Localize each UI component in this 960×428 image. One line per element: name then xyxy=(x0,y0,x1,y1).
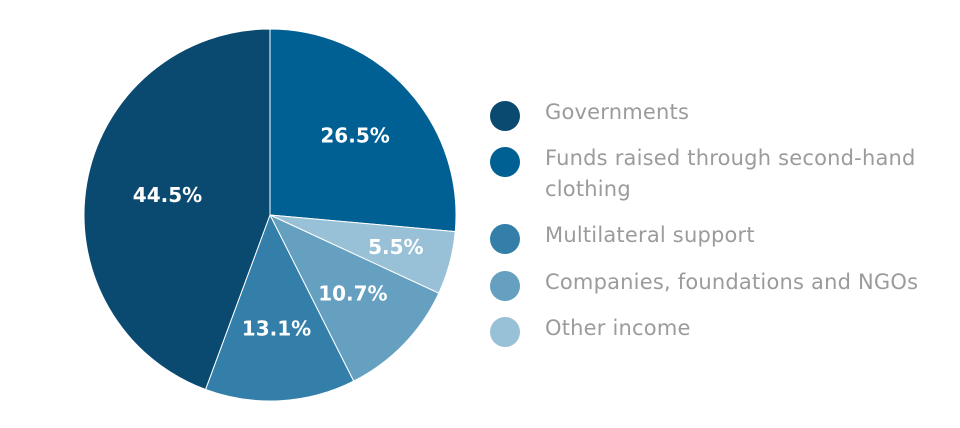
legend: Governments Funds raised through second-… xyxy=(490,97,930,360)
pie-slice-companies-foundations-and-ngos xyxy=(268,213,440,382)
legend-item-companies-foundations-ngos: Companies, foundations and NGOs xyxy=(490,267,930,301)
pie-label-funds-raised-through-second-hand-clothing: 26.5% xyxy=(320,124,389,148)
legend-swatch-second-hand-clothing xyxy=(490,147,520,178)
legend-label-second-hand-clothing: Funds raised through second-hand clothin… xyxy=(545,146,916,201)
pie-label-companies-foundations-and-ngos: 10.7% xyxy=(318,282,387,306)
legend-swatch-companies-foundations-ngos xyxy=(490,270,520,301)
legend-item-other-income: Other income xyxy=(490,313,930,348)
legend-swatch-other-income xyxy=(490,317,520,348)
legend-label-multilateral-support: Multilateral support xyxy=(545,223,755,248)
pie-label-multilateral-support: 13.1% xyxy=(242,317,311,341)
pie-label-governments: 44.5% xyxy=(133,183,202,207)
legend-item-governments: Governments xyxy=(490,97,930,131)
legend-item-second-hand-clothing: Funds raised through second-hand clothin… xyxy=(490,143,930,204)
legend-item-multilateral-support: Multilateral support xyxy=(490,220,930,255)
legend-label-companies-foundations-ngos: Companies, foundations and NGOs xyxy=(545,269,919,294)
legend-swatch-governments xyxy=(490,101,520,131)
pie-label-other-income: 5.5% xyxy=(368,235,423,259)
pie-slice-governments xyxy=(83,28,271,391)
pie-slice-funds-raised-through-second-hand-clothing xyxy=(269,28,457,233)
legend-label-other-income: Other income xyxy=(545,316,691,341)
pie-slice-multilateral-support xyxy=(204,213,355,402)
legend-swatch-multilateral-support xyxy=(490,224,520,255)
legend-label-governments: Governments xyxy=(545,100,690,124)
